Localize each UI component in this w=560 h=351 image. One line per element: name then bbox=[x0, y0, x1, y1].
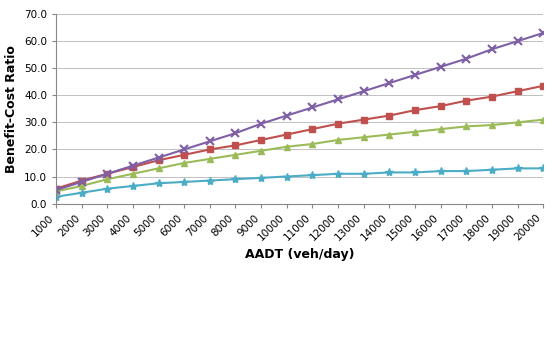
IN Two-lane Roadway with Paved Shoulder bbox=[283, 145, 290, 149]
IN Two-lane Roadway with Paved Shoulder bbox=[309, 142, 316, 146]
IN Two-lane Roadway with Paved Shoulder bbox=[437, 127, 444, 131]
GA Two-lane Roadway with Paved Shoulder bbox=[283, 132, 290, 137]
Line: GA Two-lane Roadway with Paved Shoulder: GA Two-lane Roadway with Paved Shoulder bbox=[53, 82, 547, 192]
Line: IN Two-lane Roadway with Paved Shoulder: IN Two-lane Roadway with Paved Shoulder bbox=[53, 116, 547, 195]
IN Two-lane Roadway with Paved Shoulder bbox=[207, 157, 213, 161]
GA Two-lane Roadway with Paved Shoulder bbox=[309, 127, 316, 131]
Line: GA Two-Lane Roadway with Unpaved Shoulder: GA Two-Lane Roadway with Unpaved Shoulde… bbox=[52, 29, 547, 194]
IN Two-lane Roadway with Unpaved Shoulder bbox=[181, 180, 188, 184]
IN Two-lane Roadway with Unpaved Shoulder bbox=[155, 181, 162, 185]
IN Two-lane Roadway with Paved Shoulder bbox=[258, 149, 264, 153]
GA Two-Lane Roadway with Unpaved Shoulder bbox=[207, 139, 213, 144]
GA Two-Lane Roadway with Unpaved Shoulder bbox=[488, 47, 495, 51]
IN Two-lane Roadway with Unpaved Shoulder bbox=[104, 187, 111, 191]
IN Two-lane Roadway with Paved Shoulder bbox=[540, 118, 547, 122]
IN Two-lane Roadway with Unpaved Shoulder bbox=[335, 172, 342, 176]
GA Two-Lane Roadway with Unpaved Shoulder bbox=[540, 31, 547, 35]
GA Two-lane Roadway with Paved Shoulder bbox=[360, 118, 367, 122]
GA Two-Lane Roadway with Unpaved Shoulder bbox=[309, 105, 316, 110]
IN Two-lane Roadway with Unpaved Shoulder bbox=[437, 169, 444, 173]
GA Two-Lane Roadway with Unpaved Shoulder bbox=[155, 155, 162, 160]
GA Two-Lane Roadway with Unpaved Shoulder bbox=[412, 73, 418, 77]
IN Two-lane Roadway with Unpaved Shoulder bbox=[412, 170, 418, 174]
GA Two-Lane Roadway with Unpaved Shoulder bbox=[514, 39, 521, 43]
IN Two-lane Roadway with Unpaved Shoulder bbox=[463, 169, 470, 173]
IN Two-lane Roadway with Paved Shoulder bbox=[155, 166, 162, 171]
IN Two-lane Roadway with Paved Shoulder bbox=[514, 120, 521, 125]
GA Two-lane Roadway with Paved Shoulder bbox=[437, 104, 444, 108]
GA Two-Lane Roadway with Unpaved Shoulder bbox=[181, 147, 188, 152]
GA Two-lane Roadway with Paved Shoulder bbox=[386, 113, 393, 118]
GA Two-Lane Roadway with Unpaved Shoulder bbox=[463, 57, 470, 61]
GA Two-lane Roadway with Paved Shoulder bbox=[463, 99, 470, 103]
GA Two-lane Roadway with Paved Shoulder bbox=[540, 84, 547, 88]
IN Two-lane Roadway with Paved Shoulder bbox=[412, 130, 418, 134]
GA Two-lane Roadway with Paved Shoulder bbox=[181, 153, 188, 157]
GA Two-lane Roadway with Paved Shoulder bbox=[53, 187, 59, 191]
IN Two-lane Roadway with Unpaved Shoulder bbox=[309, 173, 316, 177]
IN Two-lane Roadway with Unpaved Shoulder bbox=[283, 174, 290, 179]
GA Two-Lane Roadway with Unpaved Shoulder bbox=[283, 113, 290, 118]
Y-axis label: Benefit-Cost Ratio: Benefit-Cost Ratio bbox=[6, 45, 18, 173]
GA Two-lane Roadway with Paved Shoulder bbox=[258, 138, 264, 142]
IN Two-lane Roadway with Paved Shoulder bbox=[463, 124, 470, 128]
IN Two-lane Roadway with Paved Shoulder bbox=[488, 123, 495, 127]
GA Two-Lane Roadway with Unpaved Shoulder bbox=[437, 65, 444, 69]
IN Two-lane Roadway with Unpaved Shoulder bbox=[78, 191, 85, 195]
IN Two-lane Roadway with Unpaved Shoulder bbox=[129, 184, 136, 188]
IN Two-lane Roadway with Unpaved Shoulder bbox=[514, 166, 521, 171]
IN Two-lane Roadway with Unpaved Shoulder bbox=[360, 172, 367, 176]
IN Two-lane Roadway with Paved Shoulder bbox=[129, 172, 136, 176]
IN Two-lane Roadway with Unpaved Shoulder bbox=[386, 170, 393, 174]
GA Two-lane Roadway with Paved Shoulder bbox=[78, 178, 85, 183]
GA Two-lane Roadway with Paved Shoulder bbox=[488, 94, 495, 99]
IN Two-lane Roadway with Paved Shoulder bbox=[360, 135, 367, 139]
GA Two-Lane Roadway with Unpaved Shoulder bbox=[335, 97, 342, 101]
GA Two-lane Roadway with Paved Shoulder bbox=[335, 121, 342, 126]
GA Two-lane Roadway with Paved Shoulder bbox=[155, 158, 162, 163]
GA Two-Lane Roadway with Unpaved Shoulder bbox=[232, 131, 239, 135]
GA Two-lane Roadway with Paved Shoulder bbox=[207, 147, 213, 152]
GA Two-Lane Roadway with Unpaved Shoulder bbox=[386, 81, 393, 85]
IN Two-lane Roadway with Paved Shoulder bbox=[104, 177, 111, 181]
GA Two-lane Roadway with Paved Shoulder bbox=[232, 143, 239, 147]
GA Two-Lane Roadway with Unpaved Shoulder bbox=[258, 121, 264, 126]
GA Two-Lane Roadway with Unpaved Shoulder bbox=[78, 180, 85, 184]
GA Two-Lane Roadway with Unpaved Shoulder bbox=[53, 188, 59, 192]
IN Two-lane Roadway with Unpaved Shoulder bbox=[207, 178, 213, 183]
IN Two-lane Roadway with Unpaved Shoulder bbox=[488, 168, 495, 172]
IN Two-lane Roadway with Paved Shoulder bbox=[78, 184, 85, 188]
GA Two-lane Roadway with Paved Shoulder bbox=[129, 165, 136, 169]
GA Two-lane Roadway with Paved Shoulder bbox=[412, 108, 418, 112]
IN Two-lane Roadway with Paved Shoulder bbox=[53, 189, 59, 193]
GA Two-Lane Roadway with Unpaved Shoulder bbox=[104, 172, 111, 176]
IN Two-lane Roadway with Paved Shoulder bbox=[232, 153, 239, 157]
IN Two-lane Roadway with Paved Shoulder bbox=[181, 161, 188, 165]
IN Two-lane Roadway with Paved Shoulder bbox=[386, 132, 393, 137]
GA Two-lane Roadway with Paved Shoulder bbox=[104, 172, 111, 176]
GA Two-Lane Roadway with Unpaved Shoulder bbox=[360, 89, 367, 93]
IN Two-lane Roadway with Unpaved Shoulder bbox=[540, 166, 547, 171]
IN Two-lane Roadway with Unpaved Shoulder bbox=[258, 176, 264, 180]
IN Two-lane Roadway with Unpaved Shoulder bbox=[232, 177, 239, 181]
IN Two-lane Roadway with Unpaved Shoulder bbox=[53, 195, 59, 199]
Line: IN Two-lane Roadway with Unpaved Shoulder: IN Two-lane Roadway with Unpaved Shoulde… bbox=[52, 164, 547, 201]
GA Two-lane Roadway with Paved Shoulder bbox=[514, 89, 521, 93]
IN Two-lane Roadway with Paved Shoulder bbox=[335, 138, 342, 142]
X-axis label: AADT (veh/day): AADT (veh/day) bbox=[245, 249, 354, 261]
GA Two-Lane Roadway with Unpaved Shoulder bbox=[129, 164, 136, 168]
